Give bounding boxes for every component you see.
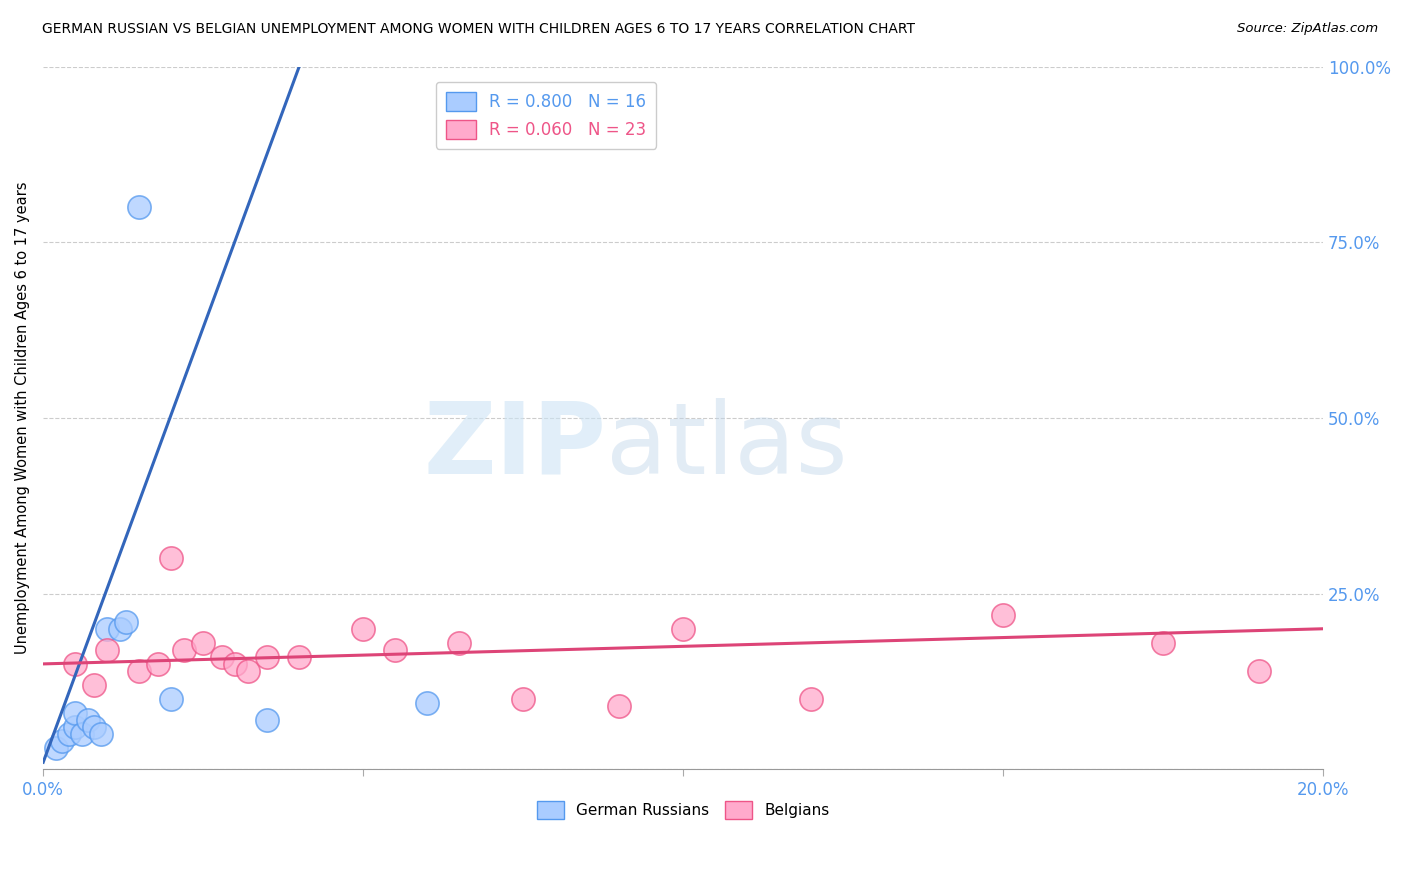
Point [256, 713, 278, 727]
Point [63, 657, 86, 671]
Point [991, 607, 1014, 622]
Point [90, 727, 112, 741]
Point [96, 622, 118, 636]
Point [148, 657, 170, 671]
Point [236, 664, 259, 678]
Point [173, 643, 195, 657]
Text: atlas: atlas [606, 398, 848, 494]
Point [128, 664, 150, 678]
Point [160, 692, 183, 706]
Point [211, 649, 233, 664]
Point [607, 699, 630, 714]
Text: GERMAN RUSSIAN VS BELGIAN UNEMPLOYMENT AMONG WOMEN WITH CHILDREN AGES 6 TO 17 YE: GERMAN RUSSIAN VS BELGIAN UNEMPLOYMENT A… [42, 22, 915, 37]
Point [512, 692, 534, 706]
Point [77, 713, 100, 727]
Point [58, 727, 80, 741]
Point [1152, 636, 1174, 650]
Point [224, 657, 246, 671]
Point [108, 622, 131, 636]
Point [83, 720, 105, 734]
Text: Source: ZipAtlas.com: Source: ZipAtlas.com [1237, 22, 1378, 36]
Y-axis label: Unemployment Among Women with Children Ages 6 to 17 years: Unemployment Among Women with Children A… [15, 182, 30, 654]
Point [51, 734, 73, 748]
Point [128, 200, 150, 214]
Point [160, 551, 183, 566]
Point [115, 615, 138, 629]
Point [256, 649, 278, 664]
Point [83, 678, 105, 692]
Point [1249, 664, 1271, 678]
Point [288, 649, 311, 664]
Point [449, 636, 471, 650]
Point [193, 636, 215, 650]
Point [800, 692, 823, 706]
Point [70, 727, 93, 741]
Point [45, 741, 67, 756]
Point [416, 696, 439, 710]
Point [63, 706, 86, 720]
Point [672, 622, 695, 636]
Point [96, 643, 118, 657]
Point [352, 622, 374, 636]
Point [63, 720, 86, 734]
Point [384, 643, 406, 657]
Legend: German Russians, Belgians: German Russians, Belgians [530, 795, 835, 825]
Text: ZIP: ZIP [423, 398, 606, 494]
